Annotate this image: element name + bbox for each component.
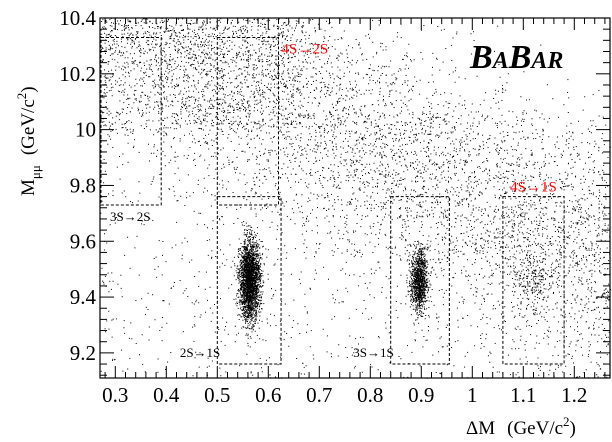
babar-logo: BABAR (469, 39, 563, 76)
x-tick-label: 0.9 (408, 383, 434, 407)
selection-boxes: 3S→2S 4S→2S 2S→1S 3S→1S 4S→1S (100, 37, 565, 365)
x-tick-label: 0.3 (102, 383, 128, 407)
y-tick-label: 10 (75, 118, 96, 142)
selection-box-2 (216, 196, 282, 365)
y-tick-label: 9.2 (70, 341, 96, 365)
y-tick-label: 10.4 (59, 6, 96, 30)
selection-box-label-0: 3S→2S (110, 209, 150, 224)
y-tick-label: 10.2 (59, 62, 96, 86)
selection-box-label-3: 3S→1S (353, 345, 393, 360)
selection-box-3 (390, 196, 450, 365)
selection-box-label-2: 2S→1S (180, 345, 220, 360)
scatter-points (100, 18, 611, 379)
y-tick-label: 9.8 (70, 173, 96, 197)
x-tick-label: 1 (467, 383, 478, 407)
x-tick-label: 0.4 (153, 383, 180, 407)
selection-box-0 (100, 37, 162, 206)
y-tick-label: 9.4 (70, 285, 97, 309)
x-tick-label: 0.7 (306, 383, 332, 407)
axis-ticks: 0.3 0.4 0.5 0.6 0.7 0.8 0.9 1 1.1 1.2 9.2 9.4 9.6 9.8… (59, 6, 610, 407)
plot-frame (99, 17, 611, 379)
selection-box-4 (502, 196, 565, 365)
selection-box-1 (216, 37, 280, 206)
x-tick-label: 1.1 (510, 383, 536, 407)
x-tick-label: 0.5 (204, 383, 230, 407)
y-axis-title: Mμμ(GeV/c2) (14, 86, 43, 196)
x-axis-title: ΔM (GeV/c2) (466, 414, 576, 439)
x-tick-label: 1.2 (561, 383, 587, 407)
selection-box-label-1: 4S→2S (282, 42, 329, 58)
y-tick-label: 9.6 (70, 229, 96, 253)
scatter-point-cloud (100, 18, 611, 379)
x-tick-label: 0.6 (255, 383, 281, 407)
x-tick-label: 0.8 (357, 383, 383, 407)
selection-box-label-4: 4S→1S (510, 180, 557, 196)
